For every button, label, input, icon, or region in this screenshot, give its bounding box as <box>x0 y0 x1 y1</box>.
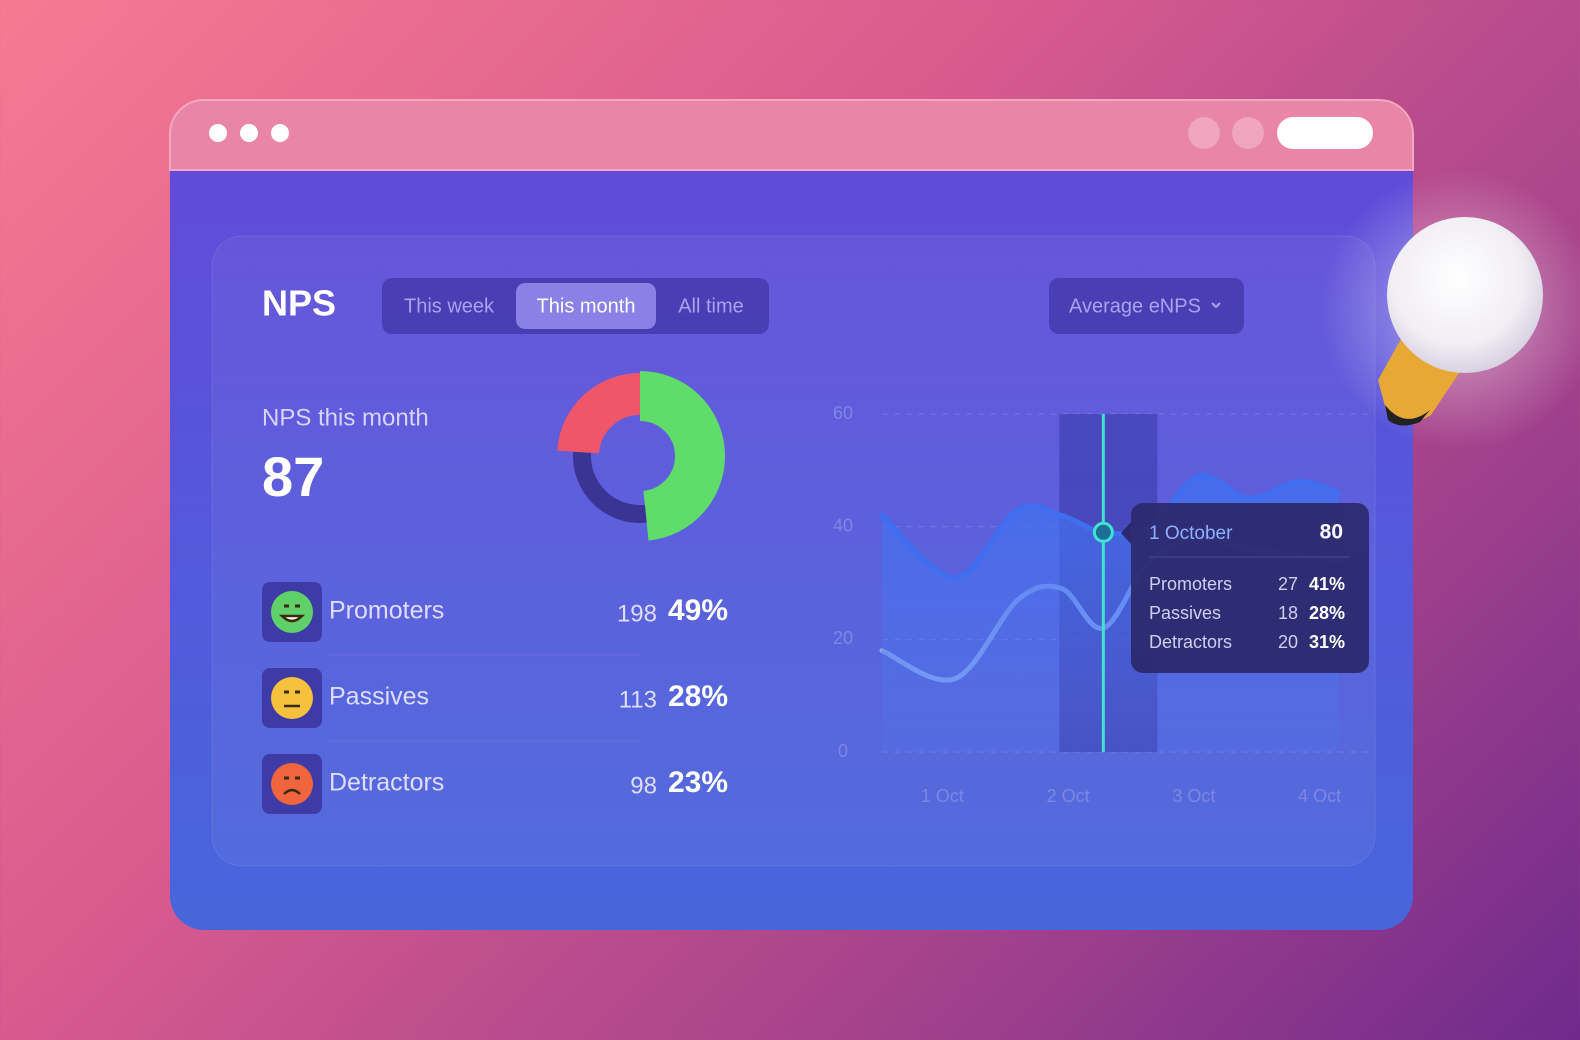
row-percent: 23% <box>668 766 728 799</box>
tab[interactable]: This week <box>404 295 495 317</box>
row-percent: 28% <box>668 680 728 713</box>
series-line <box>879 472 1342 580</box>
window-button[interactable] <box>1232 117 1264 149</box>
y-tick-label: 0 <box>838 741 848 761</box>
row-percent: 49% <box>668 594 728 627</box>
tooltip-row-name: Detractors <box>1149 632 1232 652</box>
tooltip-row-percent: 41% <box>1309 574 1345 594</box>
summary-value: 87 <box>262 445 324 508</box>
title: NPS <box>262 283 336 324</box>
dropdown[interactable] <box>1049 278 1244 334</box>
row-name: Detractors <box>329 769 444 797</box>
tooltip-row-count: 20 <box>1278 632 1298 652</box>
tab[interactable]: This month <box>537 295 636 317</box>
y-tick-label: 40 <box>833 515 853 535</box>
emoji-mouth <box>278 614 306 623</box>
window-dot <box>271 124 289 142</box>
row-count: 113 <box>619 686 657 713</box>
tooltip-row-percent: 31% <box>1309 632 1345 652</box>
tooltip <box>1131 503 1369 673</box>
emoji <box>271 591 313 633</box>
y-tick-label: 60 <box>833 403 853 423</box>
tab-active[interactable] <box>516 283 656 329</box>
x-tick-label: 1 Oct <box>921 786 964 806</box>
emoji-mouth <box>283 788 301 795</box>
row-name: Passives <box>329 683 429 711</box>
row-count: 98 <box>630 772 657 799</box>
title-bar <box>169 99 1414 171</box>
dropdown-chevron <box>1211 302 1221 309</box>
x-tick-label: 2 Oct <box>1047 786 1090 806</box>
tooltip-title: 1 October <box>1149 523 1233 544</box>
crosshair-dot <box>1092 521 1114 543</box>
summary-label: NPS this month <box>262 404 429 431</box>
tooltip-row-percent: 28% <box>1309 603 1345 623</box>
window-button[interactable] <box>1188 117 1220 149</box>
tooltip-row-count: 18 <box>1278 603 1298 623</box>
bulb-base <box>1378 330 1461 422</box>
bulb-tip <box>1385 405 1430 426</box>
emoji <box>271 677 313 719</box>
donut-segment <box>557 373 641 455</box>
donut-segment <box>638 371 725 541</box>
tab[interactable]: All time <box>678 295 744 317</box>
window-dot <box>240 124 258 142</box>
x-tick-label: 3 Oct <box>1172 786 1215 806</box>
donut-segment <box>573 451 647 523</box>
tooltip-row-name: Passives <box>1149 603 1221 623</box>
emoji <box>271 763 313 805</box>
window-pill[interactable] <box>1277 117 1373 149</box>
tooltip-row-name: Promoters <box>1149 574 1232 594</box>
tooltip-pointer <box>1121 522 1131 544</box>
x-tick-label: 4 Oct <box>1298 786 1341 806</box>
row-count: 198 <box>617 600 657 627</box>
tooltip-value: 80 <box>1320 521 1343 544</box>
row-name: Promoters <box>329 597 444 625</box>
window-dot <box>209 124 227 142</box>
y-tick-label: 20 <box>833 628 853 648</box>
tooltip-row-count: 27 <box>1278 574 1298 594</box>
dropdown-label[interactable]: Average eNPS <box>1069 295 1201 317</box>
bulb <box>1387 217 1543 373</box>
